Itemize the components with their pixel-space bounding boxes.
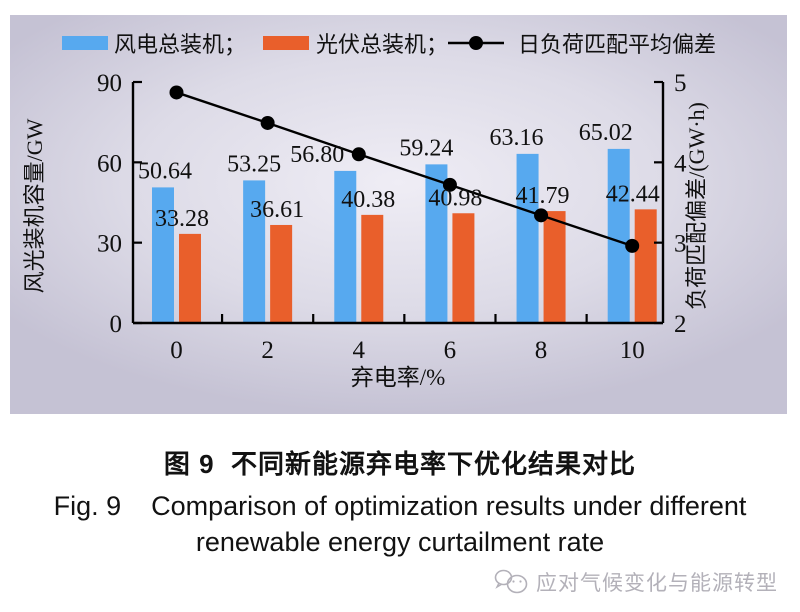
pv-value-label: 33.28: [155, 206, 209, 232]
bar-wind: [425, 164, 448, 323]
deviation-point: [169, 85, 184, 100]
figure-caption-en-line1: Fig. 9 Comparison of optimization result…: [53, 491, 747, 521]
pv-value-label: 40.38: [341, 187, 395, 213]
pv-value-label: 41.79: [516, 183, 570, 209]
legend-label-pv: 光伏总装机；: [316, 32, 448, 57]
bar-pv: [361, 214, 384, 323]
x-tick-label: 6: [444, 337, 457, 364]
wind-value-label: 56.80: [290, 142, 344, 168]
bar-pv: [179, 233, 201, 323]
bar-wind: [243, 180, 266, 323]
x-tick-label: 4: [353, 337, 366, 364]
deviation-line-series: [169, 85, 640, 253]
chart: 风电总装机； 光伏总装机； 日负荷匹配平均偏差 0 30 60 90 2 3 4 5 0 2 4 6 8 10 风…: [22, 32, 716, 390]
deviation-point: [351, 147, 366, 162]
deviation-point: [534, 208, 549, 223]
wind-value-label: 50.64: [138, 158, 192, 184]
pv-value-label: 36.61: [250, 197, 304, 223]
deviation-line: [176, 91, 633, 248]
bar-wind: [152, 187, 174, 323]
legend-label-deviation: 日负荷匹配平均偏差: [518, 32, 716, 57]
left-tick-label: 0: [110, 311, 123, 338]
bar-wind: [516, 153, 539, 323]
bar-pv: [452, 213, 475, 323]
deviation-point: [442, 177, 457, 192]
left-tick-label: 60: [97, 150, 122, 177]
pv-value-label: 40.98: [428, 185, 482, 211]
bar-pv: [634, 209, 657, 323]
figure-caption-zh: 图 9 不同新能源弃电率下优化结果对比: [163, 449, 637, 479]
x-tick-label: 0: [170, 337, 183, 364]
legend-swatch-wind: [62, 36, 108, 50]
deviation-point: [260, 115, 275, 130]
bar-value-labels: 50.64 53.25 56.80 59.24 63.16 65.02 33.28 36.61…: [138, 120, 660, 232]
bar-wind: [607, 148, 630, 323]
left-axis-title: 风光装机容量/GW: [22, 118, 47, 293]
bar-wind: [334, 170, 357, 323]
bar-series: [152, 148, 657, 323]
right-tick-label: 3: [674, 231, 687, 258]
x-tick-label: 2: [261, 337, 274, 364]
right-tick-label: 4: [674, 150, 687, 177]
left-tick-label: 30: [97, 231, 122, 258]
legend-label-wind: 风电总装机；: [114, 32, 246, 57]
chart-panel: 风电总装机； 光伏总装机； 日负荷匹配平均偏差 0 30 60 90 2 3 4 5 0 2 4 6 8 10 风…: [10, 15, 787, 414]
bar-pv: [270, 224, 293, 323]
watermark: 应对气候变化与能源转型: [493, 567, 778, 597]
x-tick-label: 8: [535, 337, 548, 364]
legend-marker-dot: [469, 36, 483, 50]
wind-value-label: 65.02: [579, 120, 633, 146]
right-tick-label: 5: [674, 70, 687, 97]
right-tick-label: 2: [674, 311, 687, 338]
pv-value-label: 42.44: [606, 181, 660, 207]
axes: 0 30 60 90 2 3 4 5 0 2 4 6 8 10 风光装机容量/GW 负荷匹配偏差/(GW·h)…: [22, 70, 709, 390]
figure-caption-en-line2: renewable energy curtailment rate: [195, 527, 605, 557]
wind-value-label: 59.24: [399, 135, 453, 161]
speech-bubbles-logo-icon: [494, 569, 528, 594]
x-tick-label: 10: [620, 337, 645, 364]
deviation-point: [625, 238, 640, 253]
left-tick-label: 90: [97, 70, 122, 97]
chart-legend: 风电总装机； 光伏总装机； 日负荷匹配平均偏差: [62, 32, 716, 57]
wind-value-label: 53.25: [227, 151, 281, 177]
x-axis-title: 弃电率/%: [351, 365, 446, 390]
bar-pv: [543, 211, 566, 323]
wind-value-label: 63.16: [490, 125, 544, 151]
legend-swatch-pv: [263, 36, 309, 50]
right-axis-title: 负荷匹配偏差/(GW·h): [684, 102, 709, 310]
watermark-text: 应对气候变化与能源转型: [536, 572, 778, 595]
